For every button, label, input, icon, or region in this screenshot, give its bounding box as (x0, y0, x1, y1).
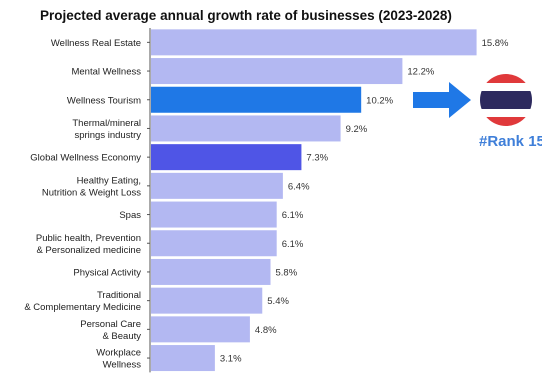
bar (151, 258, 271, 285)
category-label: Global Wellness Economy (30, 153, 141, 164)
value-label: 6.4% (288, 181, 310, 192)
value-label: 15.8% (482, 38, 509, 49)
value-label: 10.2% (366, 95, 393, 106)
value-label: 5.4% (267, 296, 289, 307)
category-label: Spas (119, 210, 141, 221)
thailand-flag-icon (480, 74, 532, 126)
category-label: Wellness Tourism (67, 95, 141, 106)
bar (151, 230, 277, 257)
value-label: 9.2% (346, 124, 368, 135)
bar (151, 172, 283, 199)
category-label: Thermal/mineral springs industry (72, 118, 141, 141)
value-label: 7.3% (306, 153, 328, 164)
bar (151, 316, 250, 343)
value-label: 5.8% (276, 267, 298, 278)
bar (151, 86, 362, 113)
category-label: Healthy Eating, Nutrition & Weight Loss (42, 175, 141, 198)
bar (151, 29, 477, 56)
value-label: 3.1% (220, 354, 242, 365)
value-label: 12.2% (407, 67, 434, 78)
bar (151, 144, 302, 171)
chart-title: Projected average annual growth rate of … (40, 8, 452, 23)
category-label: Mental Wellness (71, 67, 141, 78)
bar (151, 115, 341, 142)
rank-text: #Rank 15 (479, 133, 542, 150)
value-label: 4.8% (255, 325, 277, 336)
category-label: Traditional & Complementary Medicine (24, 290, 141, 313)
category-label: Public health, Prevention & Personalized … (36, 233, 141, 256)
bar (151, 287, 263, 314)
category-label: Wellness Real Estate (51, 38, 141, 49)
category-label: Physical Activity (73, 267, 141, 278)
right-arrow-icon (413, 82, 471, 118)
value-label: 6.1% (282, 239, 304, 250)
category-label: Personal Care & Beauty (80, 319, 141, 342)
category-label: Workplace Wellness (96, 348, 141, 371)
bar (151, 345, 215, 372)
bar (151, 201, 277, 228)
value-label: 6.1% (282, 210, 304, 221)
bar (151, 58, 403, 85)
